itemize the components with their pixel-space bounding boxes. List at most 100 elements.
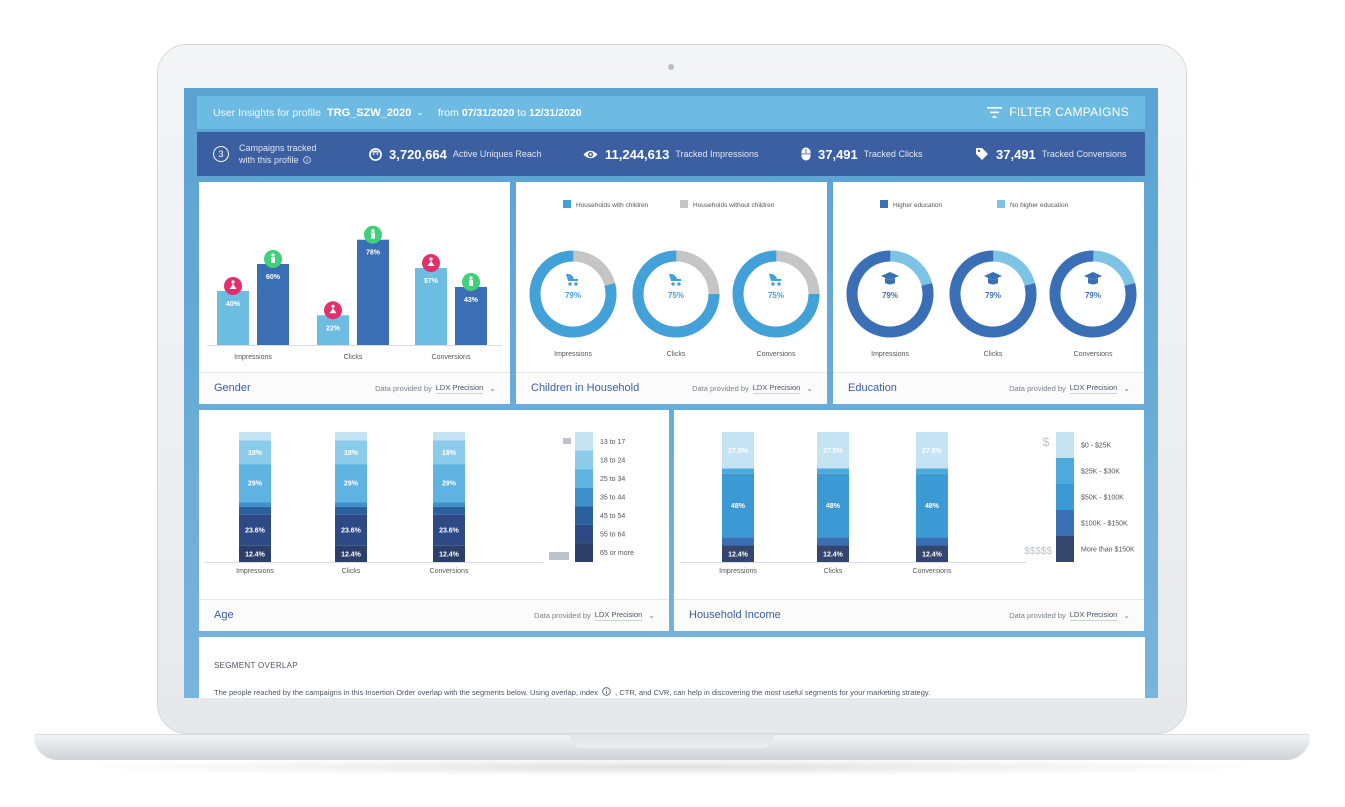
bar: [217, 291, 249, 345]
data-provider[interactable]: Data provided by LDX Precision ⌄: [1009, 610, 1130, 621]
data-label: 48%: [826, 503, 841, 510]
clicks-label: Tracked Clicks: [863, 149, 923, 159]
chevron-down-icon[interactable]: ⌄: [1123, 384, 1130, 393]
legend-swatch: [1056, 432, 1074, 458]
cake-icon: [563, 438, 571, 444]
bar: [415, 268, 447, 345]
legend-swatch: [1056, 484, 1074, 510]
bar-segment: [722, 432, 754, 469]
data-label: 18%: [344, 450, 359, 457]
date-range: from 07/31/2020 to 12/31/2020: [437, 106, 582, 119]
data-label: 18%: [442, 450, 457, 457]
bar-segment: [335, 440, 367, 465]
stroller-wheel: [671, 282, 675, 286]
person-body: [371, 232, 375, 239]
bar-segment: [239, 464, 271, 503]
x-tick-label: Impressions: [871, 351, 909, 358]
graduation-cap-icon: [984, 272, 1002, 280]
dollar-icon: $: [1043, 435, 1050, 449]
bar-segment: [916, 537, 948, 546]
person-head: [231, 280, 235, 284]
data-provider[interactable]: Data provided by LDX Precision ⌄: [534, 610, 655, 621]
stats-bar: 3 Campaigns tracked with this profile 3,…: [197, 132, 1145, 176]
bar-segment: [817, 537, 849, 546]
age-card: 18% 29% 23.6% 12.4% Impressions 18% 29% 23.6% 12…: [199, 410, 669, 631]
info-icon[interactable]: [303, 156, 311, 164]
person-head: [371, 229, 375, 233]
person-body: [427, 260, 435, 267]
chevron-down-icon[interactable]: ⌄: [806, 384, 813, 393]
card-title: Children in Household: [531, 382, 640, 394]
filter-campaigns-button[interactable]: FILTER CAMPAIGNS: [987, 105, 1129, 119]
legend-swatch: [880, 200, 888, 208]
stroller-wheel: [771, 282, 775, 286]
bar: [455, 286, 487, 345]
donut-label: 75%: [668, 291, 684, 300]
data-provider[interactable]: Data provided by LDX Precision ⌄: [692, 383, 813, 394]
data-provider[interactable]: Data provided by LDX Precision ⌄: [1009, 383, 1130, 394]
legend-label: 65 or more: [600, 550, 634, 557]
x-tick-label: Conversions: [1074, 351, 1113, 358]
profile-select[interactable]: TRG_SZW_2020: [326, 106, 412, 119]
tag-icon: [976, 148, 988, 160]
segment-overlap-section: SEGMENT OVERLAP The people reached by th…: [199, 637, 1145, 698]
x-tick-label: Impressions: [234, 354, 272, 361]
legend-label: More than $150K: [1081, 547, 1135, 554]
legend-swatch: [1056, 510, 1074, 536]
stroller-wheel: [568, 282, 572, 286]
data-label: 23.6%: [439, 528, 460, 535]
person-head: [469, 276, 473, 280]
bar-segment: [817, 432, 849, 469]
cap-base: [988, 278, 998, 285]
bar-segment: [335, 432, 367, 441]
graduation-cap-icon: [881, 272, 899, 280]
legend-label: 13 to 17: [600, 439, 625, 446]
screen: User Insights for profile TRG_SZW_2020 ⌄…: [184, 88, 1158, 698]
stat-conversions: 37,491 Tracked Conversions: [975, 132, 1126, 176]
chevron-down-icon[interactable]: ⌄: [1123, 611, 1130, 620]
bar: [257, 264, 289, 345]
donut-label: 79%: [882, 291, 898, 300]
person-head: [331, 304, 335, 308]
stat-impressions: 11,244,613 Tracked Impressions: [583, 132, 759, 176]
bar-segment: [433, 502, 465, 507]
legend-label: 45 to 54: [600, 513, 625, 520]
data-label: 40%: [226, 301, 241, 308]
info-icon[interactable]: [602, 687, 611, 696]
stroller-wheel: [677, 282, 681, 286]
legend-label: 35 to 44: [600, 495, 625, 502]
bar: [317, 315, 349, 345]
x-tick-label: Impressions: [236, 568, 274, 575]
bar-segment: [239, 502, 271, 507]
bar-segment: [722, 473, 754, 538]
bar-segment: [239, 440, 271, 465]
header-bar: User Insights for profile TRG_SZW_2020 ⌄…: [197, 96, 1145, 129]
bar-segment: [433, 514, 465, 546]
card-footer: Education Data provided by LDX Precision ⌄: [833, 372, 1144, 404]
stroller-icon: [769, 273, 781, 281]
bar-segment: [722, 545, 754, 562]
data-label: 12.4%: [245, 551, 266, 558]
dollars-icon: $$$$$: [1024, 546, 1052, 557]
legend-swatch: [680, 200, 688, 208]
bar-segment: [817, 473, 849, 538]
chevron-down-icon[interactable]: ⌄: [416, 107, 424, 117]
laptop-notch: [570, 734, 774, 748]
data-label: 29%: [344, 481, 359, 488]
person-head: [271, 253, 275, 257]
stat-reach: 3,720,664 Active Uniques Reach: [369, 132, 541, 176]
bar-segment: [335, 506, 367, 515]
chevron-down-icon[interactable]: ⌄: [489, 384, 496, 393]
x-tick-label: Conversions: [913, 568, 952, 575]
bar-segment: [916, 473, 948, 538]
legend-label: $0 - $25K: [1081, 443, 1112, 450]
data-label: 29%: [248, 481, 263, 488]
chevron-down-icon[interactable]: ⌄: [648, 611, 655, 620]
data-label: 27.5%: [823, 448, 844, 455]
legend-swatch: [575, 524, 593, 544]
legend-label: Households with children: [576, 202, 649, 209]
bar-segment: [335, 464, 367, 503]
data-provider[interactable]: Data provided by LDX Precision ⌄: [375, 383, 496, 394]
cap-base: [1088, 278, 1098, 285]
children-card: Households with children Households witho…: [516, 182, 827, 404]
